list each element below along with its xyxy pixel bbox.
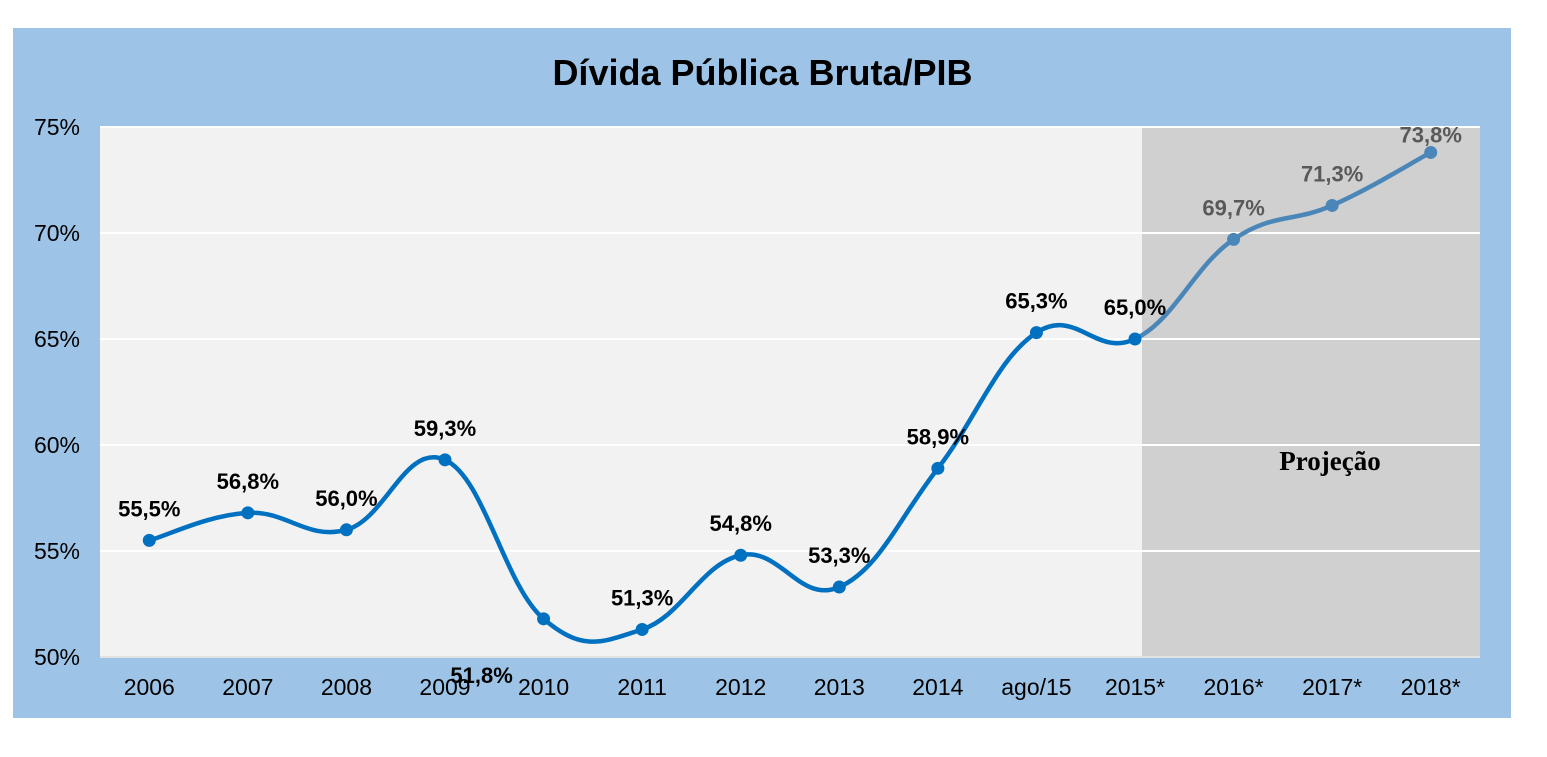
x-tick-label: 2018*	[1401, 674, 1461, 700]
data-label: 73,8%	[1400, 122, 1462, 147]
x-tick-label: 2009	[419, 674, 470, 700]
data-points	[142, 145, 1438, 636]
series-lines	[147, 150, 1433, 644]
series-line-actual	[147, 322, 1138, 644]
x-tick-label: 2015*	[1105, 674, 1165, 700]
data-label: 53,3%	[808, 543, 870, 568]
x-tick-label: 2010	[518, 674, 569, 700]
data-labels: 55,5% 56,8% 56,0% 59,3% 51,8% 51,3% 54,8% 53,3%…	[118, 122, 1462, 687]
data-point	[1325, 198, 1339, 212]
x-tick-label: ago/15	[1001, 674, 1071, 700]
data-point	[1128, 332, 1142, 346]
data-point	[931, 461, 945, 475]
data-label: 54,8%	[710, 511, 772, 536]
y-tick-label: 60%	[34, 432, 80, 458]
y-tick-label: 55%	[34, 538, 80, 564]
x-tick-label: 2008	[321, 674, 372, 700]
x-tick-label: 2007	[222, 674, 273, 700]
data-label: 56,0%	[315, 486, 377, 511]
data-point	[241, 506, 255, 520]
y-tick-label: 65%	[34, 326, 80, 352]
data-label: 69,7%	[1202, 195, 1264, 220]
data-label: 59,3%	[414, 416, 476, 441]
data-point	[537, 612, 551, 626]
data-label: 65,3%	[1005, 289, 1067, 314]
data-label: 51,8%	[450, 663, 512, 688]
data-point	[1029, 326, 1043, 340]
data-point	[832, 580, 846, 594]
gridlines	[100, 126, 1480, 658]
data-point	[1424, 145, 1438, 159]
projection-area	[1142, 127, 1480, 657]
data-label: 65,0%	[1104, 295, 1166, 320]
y-axis: 50% 55% 60% 65% 70% 75%	[34, 114, 80, 670]
y-tick-label: 70%	[34, 220, 80, 246]
data-label: 56,8%	[217, 469, 279, 494]
x-tick-label: 2011	[617, 674, 666, 700]
y-tick-label: 50%	[34, 644, 80, 670]
x-tick-label: 2014	[912, 674, 963, 700]
projection-annotation: Projeção	[1279, 446, 1380, 476]
data-point	[1227, 232, 1241, 246]
data-label: 71,3%	[1301, 161, 1363, 186]
chart-title: Dívida Pública Bruta/PIB	[552, 52, 973, 93]
x-tick-label: 2016*	[1204, 674, 1264, 700]
data-point	[142, 533, 156, 547]
x-tick-label: 2006	[124, 674, 175, 700]
series-line-projection	[1132, 150, 1433, 342]
y-tick-label: 75%	[34, 114, 80, 140]
data-point	[734, 548, 748, 562]
data-point	[339, 523, 353, 537]
x-tick-label: 2013	[814, 674, 865, 700]
data-point	[635, 622, 649, 636]
x-tick-label: 2012	[715, 674, 766, 700]
data-label: 58,9%	[907, 424, 969, 449]
data-label: 51,3%	[611, 585, 673, 610]
data-point	[438, 453, 452, 467]
data-label: 55,5%	[118, 496, 180, 521]
x-axis: 2006 2007 2008 2009 2010 2011 2012 2013 2014 ago/…	[124, 674, 1461, 700]
x-tick-label: 2017*	[1302, 674, 1362, 700]
